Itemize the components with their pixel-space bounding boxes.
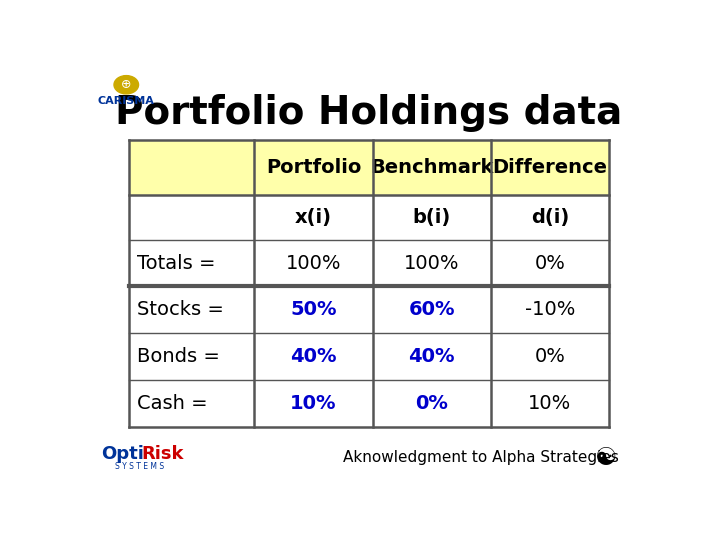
Text: Difference: Difference [492, 158, 608, 177]
Text: 0%: 0% [534, 347, 565, 366]
Text: 60%: 60% [408, 300, 455, 319]
Text: S Y S T E M S: S Y S T E M S [115, 462, 164, 470]
Circle shape [114, 76, 138, 94]
Text: Aknowledgment to Alpha Strategies: Aknowledgment to Alpha Strategies [343, 450, 618, 465]
Text: ⊕: ⊕ [121, 78, 132, 91]
Bar [129, 240, 609, 286]
Text: 10%: 10% [290, 394, 337, 413]
Text: x(i): x(i) [295, 208, 332, 227]
Text: ☯: ☯ [595, 446, 617, 470]
Text: b(i): b(i) [413, 208, 451, 227]
Bar [129, 286, 609, 333]
Bar [129, 195, 609, 240]
Bar [129, 140, 609, 195]
Text: 40%: 40% [290, 347, 337, 366]
Text: 10%: 10% [528, 394, 572, 413]
Text: Portfolio: Portfolio [266, 158, 361, 177]
Text: Opti: Opti [101, 444, 144, 463]
Text: 50%: 50% [290, 300, 337, 319]
Text: 0%: 0% [534, 254, 565, 273]
Text: 40%: 40% [408, 347, 455, 366]
Text: 100%: 100% [404, 254, 459, 273]
Text: 100%: 100% [286, 254, 341, 273]
Text: CARISMA: CARISMA [98, 96, 155, 106]
Text: Risk: Risk [141, 444, 184, 463]
Text: Portfolio Holdings data: Portfolio Holdings data [115, 94, 623, 132]
Text: 0%: 0% [415, 394, 448, 413]
Text: -10%: -10% [525, 300, 575, 319]
Text: Bonds =: Bonds = [138, 347, 220, 366]
Text: Totals =: Totals = [138, 254, 216, 273]
Bar [129, 333, 609, 380]
Text: Cash =: Cash = [138, 394, 208, 413]
Text: Benchmark: Benchmark [370, 158, 493, 177]
Text: d(i): d(i) [531, 208, 569, 227]
Text: Stocks =: Stocks = [138, 300, 225, 319]
Bar [129, 380, 609, 427]
